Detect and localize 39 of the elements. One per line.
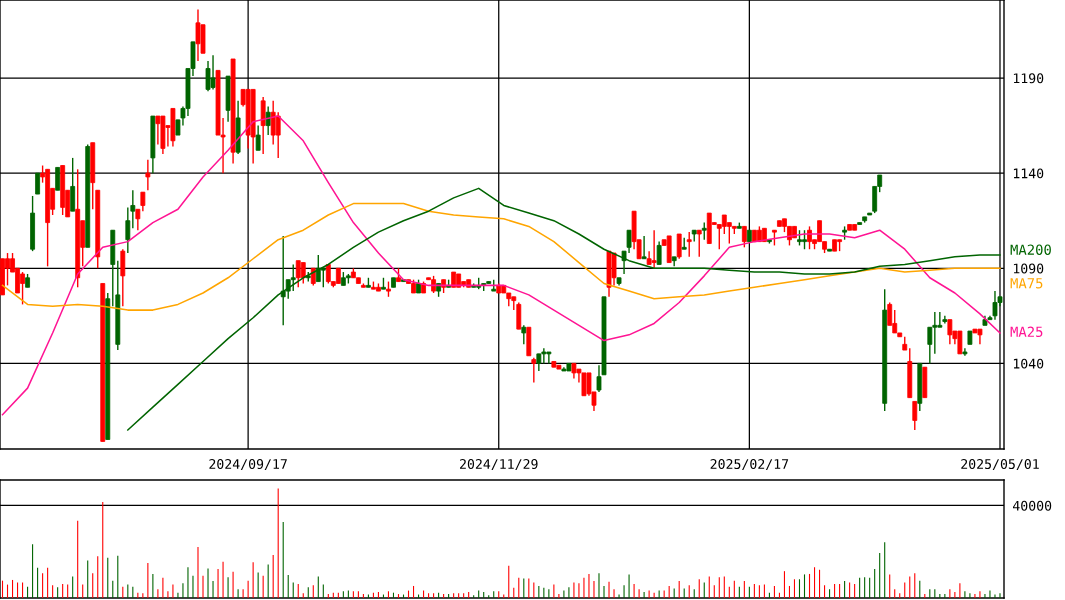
candlestick <box>621 250 627 275</box>
candlestick <box>912 400 918 431</box>
series-label: MA75 <box>1010 278 1043 289</box>
series-label: MA25 <box>1010 326 1043 338</box>
line-series <box>1 202 1001 311</box>
candlestick <box>531 356 537 384</box>
candlestick <box>686 231 692 258</box>
candlestick <box>275 111 281 159</box>
x-tick-label: 2025/02/17 <box>710 459 789 471</box>
candlestick <box>265 105 271 136</box>
candlestick <box>521 324 527 346</box>
candlestick <box>656 240 662 266</box>
x-tick-label: 2024/09/17 <box>209 459 287 471</box>
x-tick-label: 2024/11/29 <box>460 459 538 471</box>
candlestick <box>140 191 146 212</box>
candlestick <box>641 235 647 260</box>
x-tick-label: 2025/05/01 <box>961 459 1039 471</box>
candlestick <box>320 267 326 288</box>
candlestick <box>35 172 41 195</box>
candlestick <box>290 263 296 292</box>
series-label: MA200 <box>1010 244 1051 255</box>
y-tick-label: 40000 <box>1012 500 1052 511</box>
y-tick-label: 1040 <box>1013 358 1044 369</box>
candlestick <box>125 206 131 254</box>
line-series <box>127 187 1001 431</box>
candlestick <box>300 261 306 285</box>
line-series <box>1 115 1001 416</box>
candlestick <box>696 229 702 258</box>
candlestick <box>145 159 151 191</box>
candlestick <box>947 318 953 346</box>
candlestick <box>927 326 933 365</box>
y-tick-label: 1190 <box>1013 73 1044 84</box>
y-tick-label: 1090 <box>1013 263 1044 274</box>
candlestick <box>676 233 682 260</box>
candlestick <box>55 166 61 191</box>
candlestick <box>135 208 141 231</box>
candlestick <box>255 124 261 151</box>
candlestick <box>741 225 747 249</box>
y-tick-label: 1140 <box>1013 168 1044 179</box>
